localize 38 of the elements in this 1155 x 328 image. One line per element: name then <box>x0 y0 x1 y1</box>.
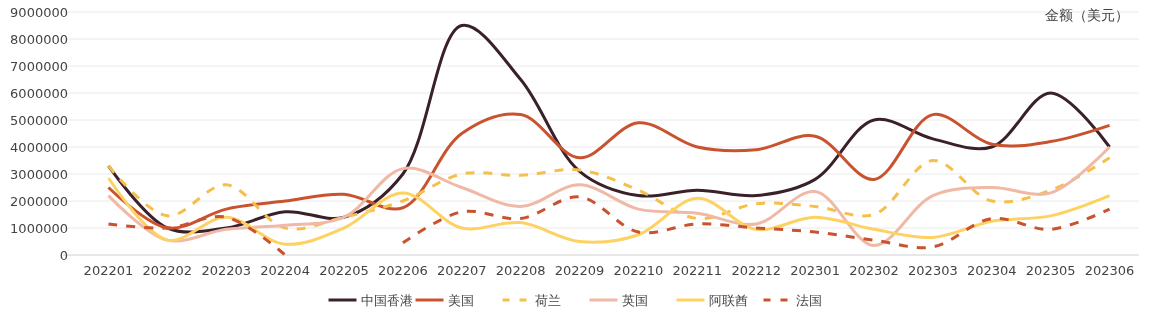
x-tick-label: 202212 <box>731 263 782 278</box>
y-tick-label: 6000000 <box>10 85 68 101</box>
x-tick-label: 202206 <box>378 263 428 278</box>
x-tick-label: 202208 <box>495 263 546 278</box>
line-series <box>106 176 1112 246</box>
legend-label: 法国 <box>795 292 822 308</box>
y-tick-label: 3000000 <box>10 166 68 182</box>
x-tick-label: 202205 <box>319 263 369 278</box>
y-tick-label: 8000000 <box>10 31 68 47</box>
x-tick-label: 202210 <box>613 263 664 278</box>
x-tick-label: 202209 <box>554 263 605 278</box>
legend-label: 阿联酋 <box>708 292 748 308</box>
x-tick-label: 202204 <box>260 263 310 278</box>
y-axis-title: 金额（美元） <box>1045 7 1129 23</box>
y-tick-label: 0 <box>59 247 68 263</box>
y-tick-label: 7000000 <box>10 58 68 74</box>
legend-label: 美国 <box>447 292 474 308</box>
legend-label: 荷兰 <box>534 292 561 308</box>
x-tick-label: 202202 <box>142 263 193 278</box>
line-series <box>106 145 1112 248</box>
x-tick-label: 202301 <box>790 263 840 278</box>
y-tick-label: 2000000 <box>10 193 68 209</box>
x-tick-label: 202306 <box>1084 263 1135 278</box>
x-tick-label: 202303 <box>908 263 958 278</box>
x-tick-label: 202302 <box>849 263 899 278</box>
y-tick-label: 4000000 <box>10 139 68 155</box>
x-tick-label: 202203 <box>201 263 252 278</box>
y-tick-label: 1000000 <box>10 220 68 236</box>
x-tick-label: 202207 <box>436 263 487 278</box>
x-tick-label: 202211 <box>672 263 723 278</box>
legend-label: 中国香港 <box>360 292 413 308</box>
x-tick-label: 202305 <box>1025 263 1076 278</box>
line-series <box>106 156 1112 231</box>
legend-label: 英国 <box>621 292 648 308</box>
y-tick-label: 9000000 <box>10 4 68 20</box>
y-tick-label: 5000000 <box>10 112 68 128</box>
x-tick-label: 202304 <box>966 263 1017 278</box>
x-tick-label: 202201 <box>83 263 134 278</box>
